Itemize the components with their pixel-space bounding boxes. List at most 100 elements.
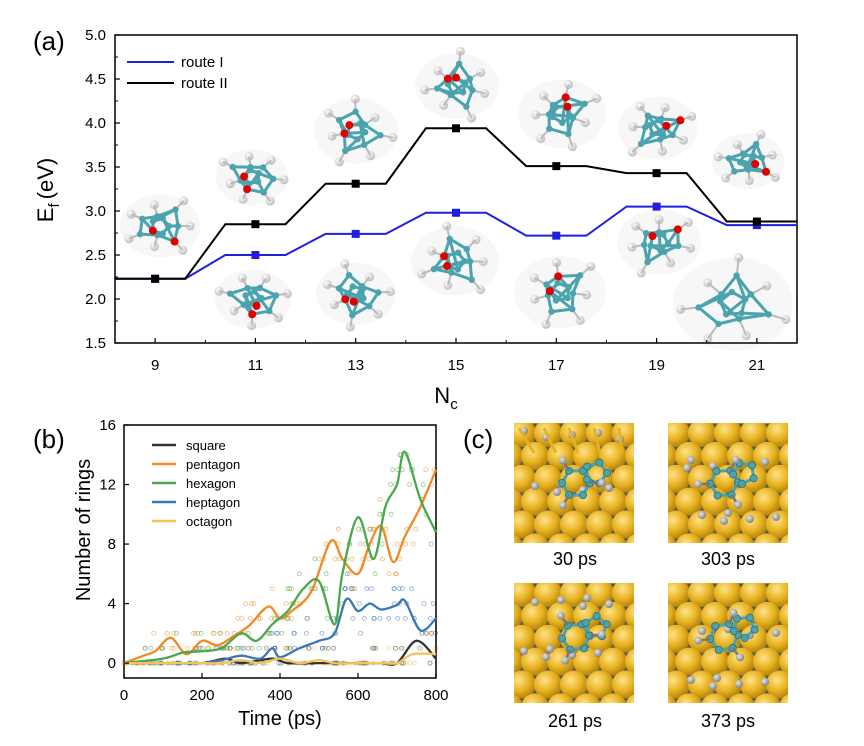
bond xyxy=(646,235,654,263)
raw-sample-octagon xyxy=(322,645,328,651)
carbon-atom xyxy=(159,230,166,237)
carbon-atom xyxy=(272,292,280,299)
gold-atom xyxy=(792,465,820,493)
grey-atom xyxy=(729,608,738,617)
gold-atom xyxy=(521,601,549,630)
raw-sample-octagon xyxy=(424,630,430,636)
gold-atom xyxy=(753,693,781,703)
gold-atom xyxy=(638,625,666,653)
carbon-atom xyxy=(244,284,251,292)
legend-label-hexagon: hexagon xyxy=(186,476,236,491)
raw-sample-pentagon xyxy=(316,556,322,562)
raw-sample-heptagon xyxy=(409,586,415,592)
series-line-heptagon xyxy=(124,597,437,665)
raw-sample-heptagon xyxy=(364,586,370,592)
legend-label-octagon: octagon xyxy=(186,514,232,529)
raw-sample-heptagon xyxy=(371,616,377,621)
gold-atom xyxy=(727,533,755,543)
raw-sample-pentagon xyxy=(393,571,399,577)
gold-atom xyxy=(727,647,755,676)
carbon-atom xyxy=(669,131,676,139)
carbon-atom xyxy=(468,276,475,283)
raw-sample-hexagon xyxy=(195,630,201,636)
gold-atom xyxy=(529,423,541,425)
gold-atom xyxy=(482,465,510,493)
gold-atom xyxy=(792,625,820,653)
x-tick-label-b: 200 xyxy=(189,687,214,704)
gold-atom xyxy=(766,670,788,699)
molecule-structure xyxy=(316,259,396,332)
molecule-structure xyxy=(518,79,606,152)
bond xyxy=(697,290,733,309)
raw-sample-octagon xyxy=(261,645,267,651)
bond xyxy=(346,293,370,308)
raw-sample-hexagon xyxy=(285,586,291,592)
gold-atom xyxy=(514,423,515,424)
gold-atom xyxy=(740,670,768,699)
gold-atom xyxy=(638,465,666,493)
gold-atom xyxy=(753,441,781,470)
raw-sample-hexagon xyxy=(372,571,378,577)
y-tick-label-a: 2.0 xyxy=(85,291,106,308)
gold-bond xyxy=(542,427,558,454)
gold-atom xyxy=(534,464,562,493)
gold-atom xyxy=(766,624,788,653)
series-line-pentagon xyxy=(123,469,438,665)
x-tick-label-a: 21 xyxy=(749,357,766,374)
carbon-atom xyxy=(637,140,645,148)
grey-atom xyxy=(561,656,570,665)
gold-atom xyxy=(668,602,677,629)
gold-atom xyxy=(651,396,679,424)
carbon-atom xyxy=(655,116,662,124)
molecule-structure xyxy=(617,209,701,278)
carbon-atom xyxy=(569,305,576,313)
gold-atom xyxy=(805,488,833,516)
raw-sample-heptagon xyxy=(402,616,408,621)
gold-atom xyxy=(482,579,510,607)
raw-sample-hexagon xyxy=(287,586,293,592)
gold-atom xyxy=(612,510,634,539)
carbon-atom xyxy=(583,462,592,471)
carbon-atom xyxy=(649,131,656,138)
carbon-atom xyxy=(543,281,550,288)
carbon-atom xyxy=(172,206,179,213)
gold-atom xyxy=(636,579,664,607)
molecule-structure xyxy=(712,129,784,190)
y-tick-label-a: 4.0 xyxy=(85,115,106,132)
carbon-atom xyxy=(558,478,567,487)
gold-atom xyxy=(514,534,523,543)
oxygen-atom xyxy=(545,287,554,296)
carbon-atom xyxy=(765,311,772,318)
grey-atom xyxy=(559,456,567,465)
grey-atom xyxy=(559,501,567,510)
gold-atom xyxy=(514,464,536,493)
gold-atom xyxy=(651,556,679,584)
raw-sample-pentagon xyxy=(423,467,429,473)
bond xyxy=(548,127,569,136)
molecule-structure xyxy=(120,194,200,258)
carbon-atom xyxy=(242,292,249,299)
carbon-atom xyxy=(466,258,474,265)
carbon-atom xyxy=(736,315,743,323)
gold-atom xyxy=(805,396,833,424)
carbon-atom xyxy=(711,621,720,630)
carbon-atom xyxy=(725,155,733,162)
grey-atom xyxy=(720,517,728,525)
carbon-atom xyxy=(361,141,368,149)
gold-atom xyxy=(625,602,634,629)
gold-atom xyxy=(547,533,575,543)
bond xyxy=(449,93,468,108)
gold-atom xyxy=(753,487,781,516)
bond xyxy=(719,300,741,320)
carbon-atom xyxy=(251,288,258,295)
grey-atom xyxy=(557,596,565,604)
grey-atom xyxy=(579,602,587,610)
grey-atom xyxy=(698,511,706,519)
carbon-atom xyxy=(434,85,441,92)
gold-atom xyxy=(701,693,729,703)
snapshot-image-1 xyxy=(482,396,679,543)
oxygen-atom xyxy=(341,295,350,304)
raw-sample-heptagon xyxy=(369,586,374,592)
gold-atom xyxy=(534,510,562,539)
